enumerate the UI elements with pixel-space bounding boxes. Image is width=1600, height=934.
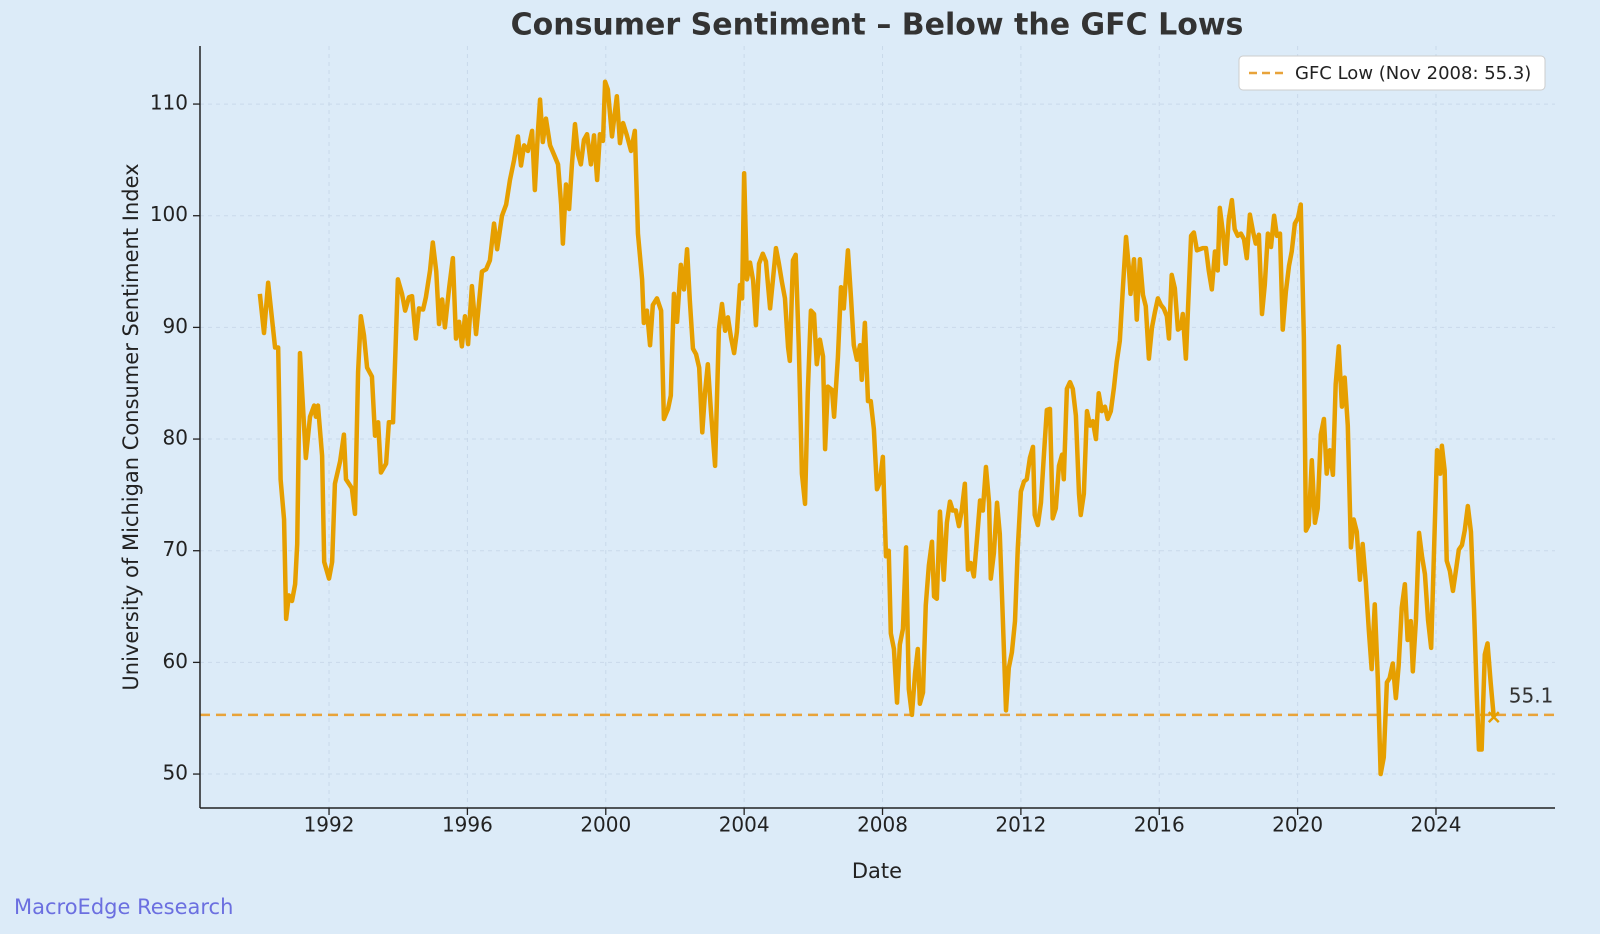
last-point-marker — [1487, 711, 1500, 723]
legend-box — [1238, 55, 1546, 91]
x-tick-label: 2004 — [719, 813, 770, 837]
x-tick-label: 2008 — [857, 813, 908, 837]
watermark: MacroEdge Research — [14, 895, 233, 919]
x-tick-label: 2020 — [1272, 813, 1323, 837]
legend: GFC Low (Nov 2008: 55.3) — [1238, 55, 1546, 91]
series-line — [257, 79, 1497, 777]
y-tick-label: 80 — [163, 426, 188, 450]
x-axis-label: Date — [852, 859, 902, 883]
grid — [200, 46, 1555, 808]
legend-label: GFC Low (Nov 2008: 55.3) — [1295, 63, 1531, 84]
x-tick-label: 1992 — [304, 813, 355, 837]
x-tick-label: 2000 — [580, 813, 631, 837]
x-tick-label: 2024 — [1411, 813, 1462, 837]
y-tick-label: 60 — [163, 649, 188, 673]
axes: 50 60 70 80 90 100 110 1992 1996 2000 2004 2008 2012… — [150, 46, 1555, 837]
last-point-label: 55.1 — [1509, 684, 1554, 708]
y-tick-label: 50 — [163, 761, 188, 785]
y-tick-label: 90 — [163, 314, 188, 338]
y-axis-label: University of Michigan Consumer Sentimen… — [119, 163, 143, 690]
chart-title: Consumer Sentiment – Below the GFC Lows — [511, 8, 1244, 43]
x-tick-label: 2016 — [1134, 813, 1185, 837]
plot-area: 55.1 — [200, 79, 1555, 777]
x-tick-label: 1996 — [442, 813, 493, 837]
x-tick-label: 2012 — [995, 813, 1046, 837]
y-tick-label: 70 — [163, 537, 188, 561]
y-tick-label: 100 — [150, 202, 188, 226]
y-tick-label: 110 — [150, 91, 188, 115]
